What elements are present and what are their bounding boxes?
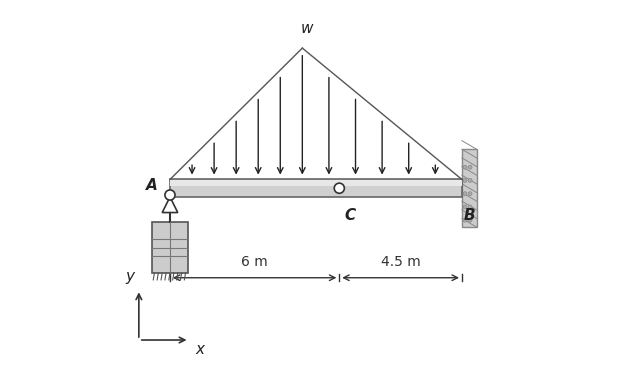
Circle shape	[463, 218, 467, 222]
Circle shape	[463, 165, 467, 169]
Circle shape	[463, 178, 467, 182]
Circle shape	[334, 183, 344, 193]
Text: C: C	[344, 208, 355, 223]
FancyBboxPatch shape	[153, 222, 188, 273]
Text: B: B	[464, 208, 475, 223]
FancyBboxPatch shape	[462, 149, 477, 227]
Circle shape	[468, 205, 472, 209]
Text: 4.5 m: 4.5 m	[381, 255, 421, 269]
FancyBboxPatch shape	[170, 180, 462, 187]
Circle shape	[165, 190, 175, 200]
Text: 6 m: 6 m	[241, 255, 268, 269]
Text: y: y	[126, 269, 135, 283]
Text: x: x	[195, 342, 204, 357]
Text: w: w	[301, 21, 313, 36]
Circle shape	[463, 192, 467, 196]
Circle shape	[468, 178, 472, 182]
Circle shape	[468, 165, 472, 169]
Text: A: A	[146, 178, 158, 192]
FancyBboxPatch shape	[170, 180, 462, 197]
Circle shape	[463, 205, 467, 209]
Polygon shape	[162, 197, 178, 212]
Circle shape	[468, 192, 472, 196]
Circle shape	[468, 218, 472, 222]
